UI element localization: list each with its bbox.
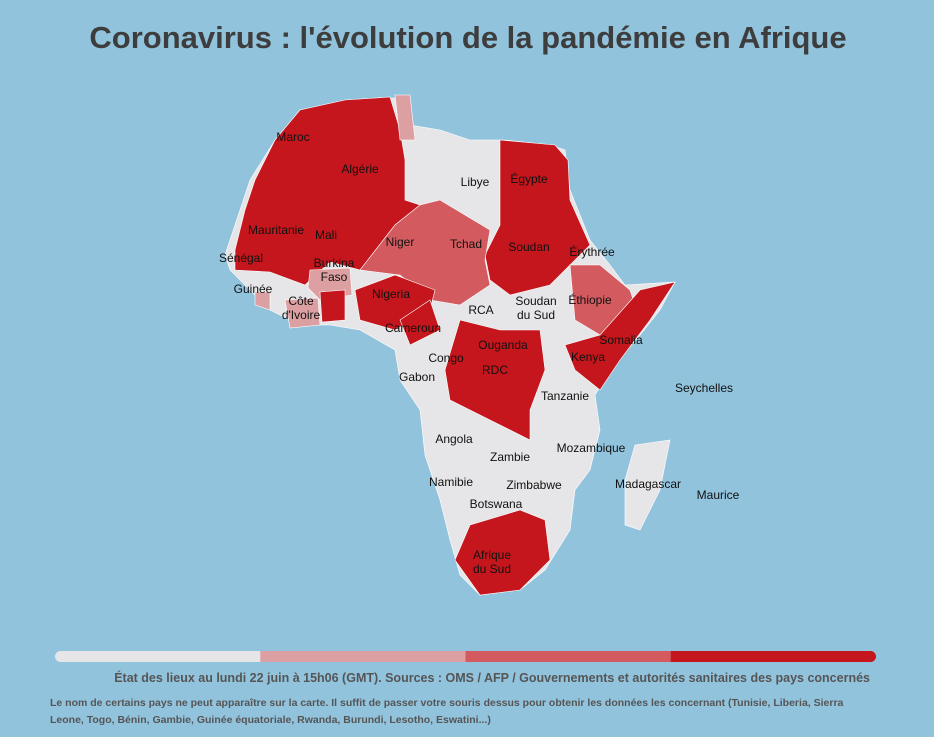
country-label: Érythrée [569,244,615,259]
country-label: Mali [315,228,337,242]
country-label: Faso [321,270,348,284]
country-label: Namibie [429,475,473,489]
country-label: Burkina [314,256,355,270]
country-label: Sénégal [219,251,263,265]
country-label: Botswana [470,497,523,511]
country-label: RCA [468,303,493,317]
legend-segment [465,651,672,662]
country-label: Seychelles [675,381,733,395]
country-label: Congo [428,351,464,365]
country-label: Kenya [571,350,605,364]
country-label: Tchad [450,237,482,251]
country-label: Somalia [599,333,643,347]
africa [224,94,676,596]
country-label: Gabon [399,370,435,384]
note: Le nom de certains pays ne peut apparaît… [50,697,844,726]
country-label: d'Ivoire [282,308,321,322]
country-label: Zimbabwe [506,478,562,492]
country-label: Soudan [515,294,556,308]
country-label: RDC [482,363,508,377]
country-label: Éthiopie [568,292,612,307]
country-label: Maurice [697,488,740,502]
country-label: Zambie [490,450,530,464]
country-label: Égypte [510,171,548,186]
country-label: Madagascar [615,477,681,491]
country-label: Soudan [508,240,549,254]
country-label: Tanzanie [541,389,589,403]
country-label: Côte [288,294,314,308]
country-label: Afrique [473,548,511,562]
country-label: Mauritanie [248,223,304,237]
country-label: Mozambique [557,441,626,455]
country-label: Libye [461,175,490,189]
country-label: Ouganda [478,338,528,352]
legend-segment [55,651,261,662]
legend-segment [260,651,466,662]
country-label: Nigeria [372,287,410,301]
country-label: Maroc [276,130,309,144]
title: Coronavirus : l'évolution de la pandémie… [89,20,846,55]
country-label: Cameroun [385,321,441,335]
source: État des lieux au lundi 22 juin à 15h06 … [114,671,870,685]
country-label: du Sud [517,308,555,322]
country-label: Algérie [341,162,379,176]
country-label: du Sud [473,562,511,576]
legend-segment [670,651,876,662]
country-label: Niger [386,235,415,249]
country-label: Angola [435,432,473,446]
legend-bar [55,651,876,662]
country-label: Guinée [234,282,273,296]
